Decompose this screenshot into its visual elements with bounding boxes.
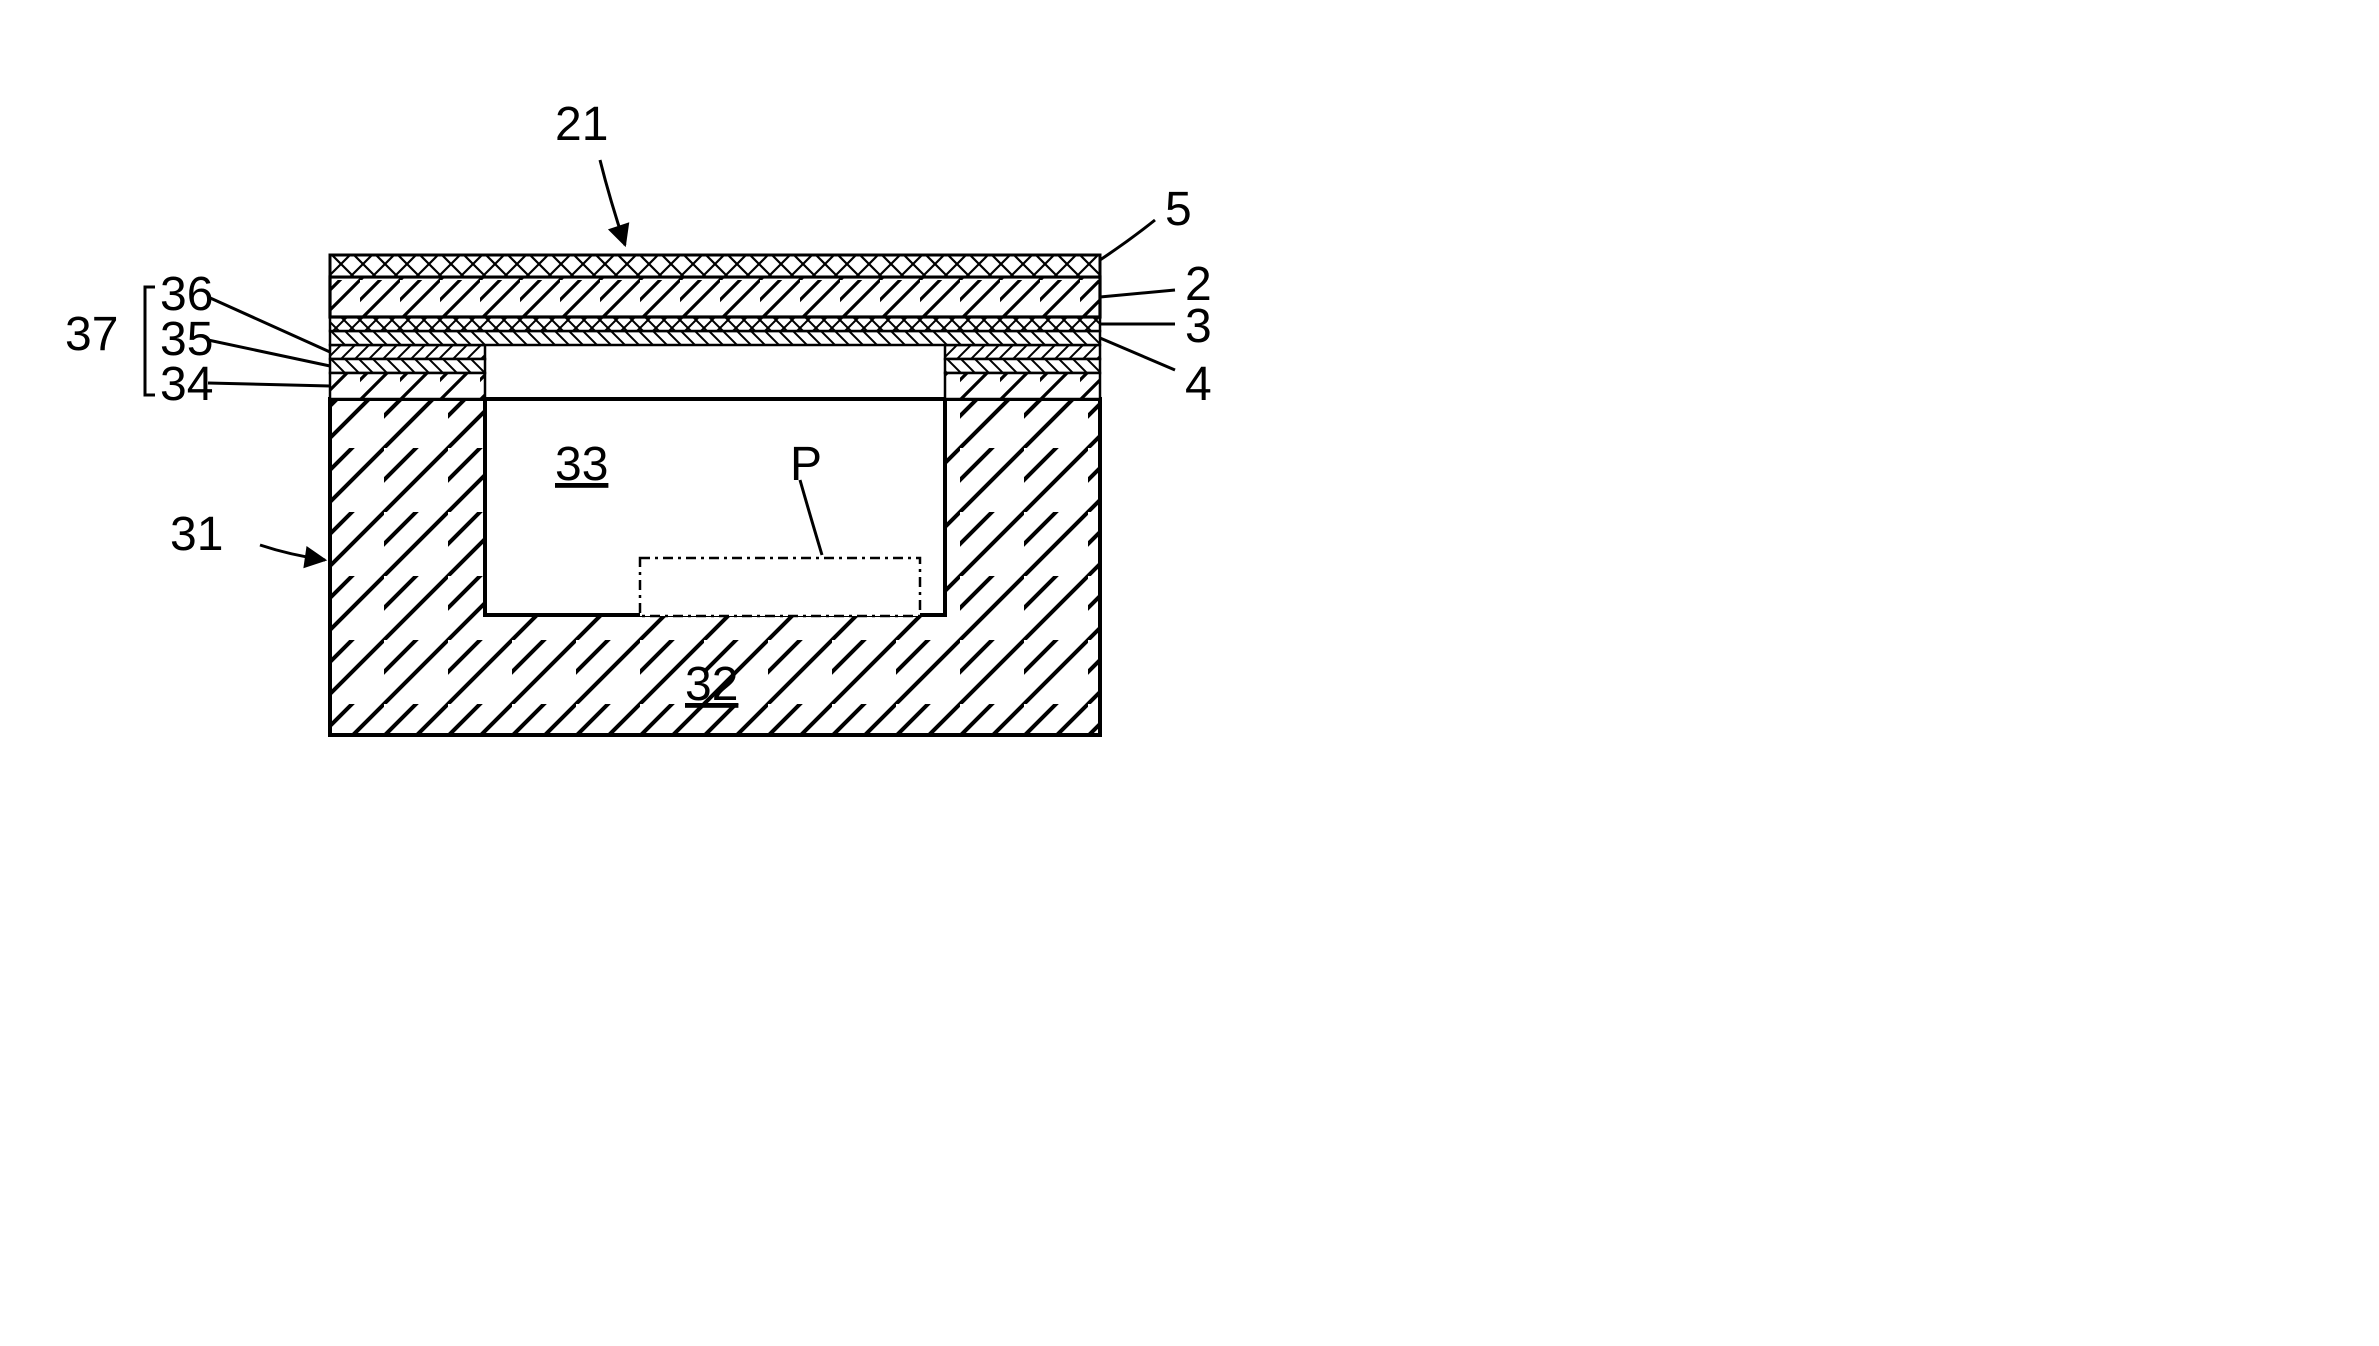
- label-p: P: [790, 438, 822, 491]
- piece-p: [640, 558, 920, 616]
- label-33: 33: [555, 438, 608, 491]
- stub-layers: [330, 345, 1100, 399]
- label-37: 37: [65, 308, 118, 361]
- layer-2: [330, 277, 1100, 317]
- label-21: 21: [555, 98, 608, 151]
- bracket-37: [145, 287, 155, 395]
- layer-5: [330, 255, 1100, 277]
- label-3: 3: [1185, 300, 1212, 353]
- label-5: 5: [1165, 183, 1192, 236]
- layer-4: [330, 331, 1100, 345]
- layer-3: [330, 317, 1100, 331]
- label-31: 31: [170, 508, 223, 561]
- top-layers: [330, 255, 1100, 345]
- label-4: 4: [1185, 358, 1212, 411]
- label-34: 34: [160, 358, 213, 411]
- label-32: 32: [685, 658, 738, 711]
